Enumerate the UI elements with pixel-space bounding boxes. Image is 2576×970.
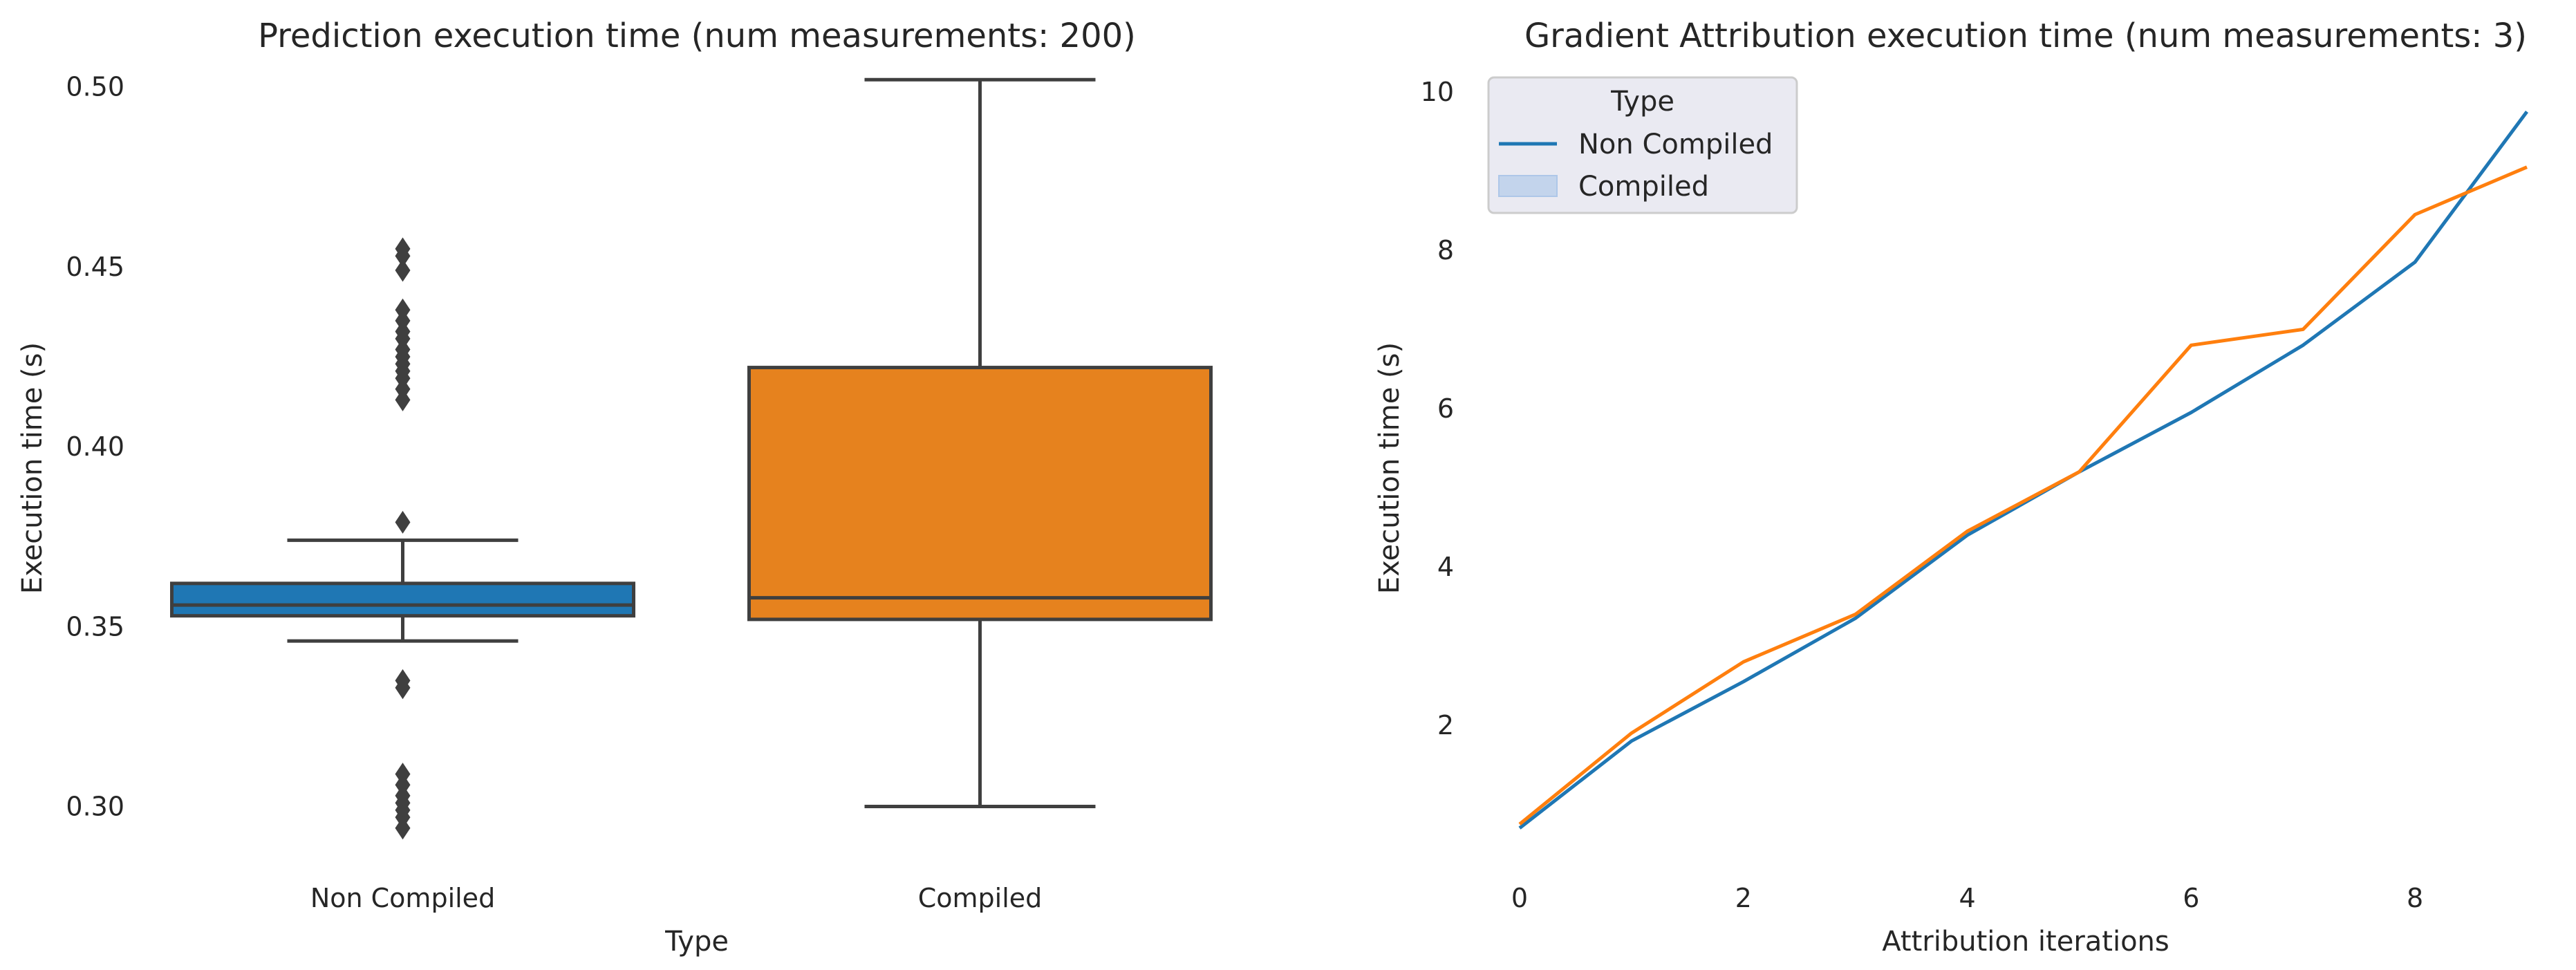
right-x-axis-label: Attribution iterations	[1882, 926, 2169, 958]
x-tick-label: 8	[2407, 883, 2423, 913]
y-tick-label: 0.35	[66, 611, 124, 642]
box-non-compiled	[170, 237, 635, 840]
box-compiled	[747, 77, 1213, 809]
series-line-non-compiled	[1518, 111, 2529, 830]
right-x-ticks: 0 2 4 6 8	[1511, 883, 2423, 913]
x-tick-label-compiled: Compiled	[918, 883, 1043, 913]
x-tick-label-non-compiled: Non Compiled	[310, 883, 495, 913]
legend: Type Non Compiled Compiled	[1487, 76, 1798, 214]
legend-marker-compiled	[1498, 175, 1558, 197]
boxes	[170, 77, 1213, 840]
legend-title: Type	[1610, 86, 1674, 118]
left-chart-title: Prediction execution time (num measureme…	[258, 17, 1136, 55]
box-body	[747, 366, 1213, 622]
y-tick-label: 4	[1437, 552, 1454, 582]
x-tick-label: 0	[1511, 883, 1528, 913]
y-tick-label: 0.50	[66, 72, 124, 102]
y-tick-label: 0.45	[66, 252, 124, 282]
x-tick-label: 6	[2183, 883, 2199, 913]
x-tick-label: 4	[1959, 883, 1975, 913]
legend-label-compiled: Compiled	[1578, 171, 1709, 203]
outlier-point	[395, 676, 411, 700]
legend-label-non-compiled: Non Compiled	[1578, 129, 1773, 160]
y-tick-label: 0.40	[66, 431, 124, 462]
left-y-ticks: 0.30 0.35 0.40 0.45 0.50	[66, 72, 124, 822]
left-x-ticks: Non Compiled Compiled	[310, 883, 1042, 913]
legend-frame	[1487, 76, 1798, 214]
y-tick-label: 10	[1421, 77, 1454, 107]
line-plot: Gradient Attribution execution time (num…	[1374, 17, 2529, 958]
y-tick-label: 6	[1437, 393, 1454, 424]
y-tick-label: 2	[1437, 710, 1454, 740]
y-tick-label: 0.30	[66, 792, 124, 822]
outlier-point	[395, 817, 411, 840]
box-body	[170, 581, 635, 618]
outlier-point	[395, 388, 411, 411]
left-x-axis-label: Type	[664, 926, 729, 958]
right-y-ticks: 2 4 6 8 10	[1421, 77, 1454, 740]
series-lines	[1518, 111, 2529, 830]
x-tick-label: 2	[1735, 883, 1752, 913]
outlier-point	[395, 259, 411, 282]
right-y-axis-label: Execution time (s)	[1374, 342, 1406, 594]
box-plot: Prediction execution time (num measureme…	[17, 17, 1213, 958]
outlier-point	[395, 510, 411, 534]
series-line-compiled	[1518, 165, 2528, 826]
right-chart-title: Gradient Attribution execution time (num…	[1524, 17, 2527, 55]
outlier-point	[395, 244, 411, 268]
y-tick-label: 8	[1437, 235, 1454, 265]
left-y-axis-label: Execution time (s)	[17, 342, 48, 594]
